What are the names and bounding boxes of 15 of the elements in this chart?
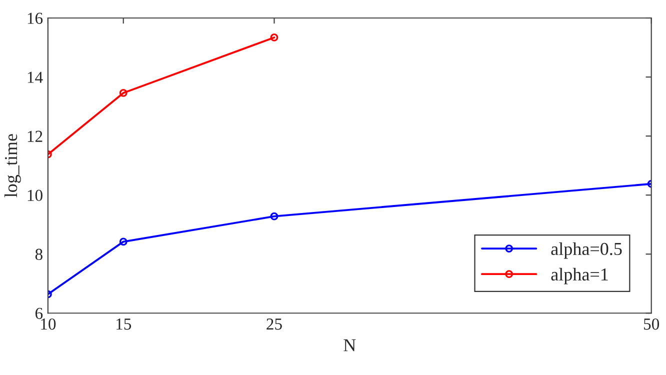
x-tick-label: 25 <box>266 318 282 330</box>
x-axis-title: N <box>344 339 356 352</box>
y-tick-label: 6 <box>35 308 43 320</box>
x-tick-label: 15 <box>116 318 132 330</box>
legend-label: alpha=0.5 <box>551 242 622 259</box>
y-tick-label: 16 <box>28 12 43 24</box>
y-tick-label: 14 <box>28 72 43 83</box>
point <box>270 34 278 42</box>
y-axis-title: log_time <box>4 134 21 198</box>
point <box>119 89 128 97</box>
y-tick-label: 12 <box>28 130 42 142</box>
y-tick-label: 8 <box>35 248 42 260</box>
y-tick-label: 10 <box>28 190 42 202</box>
x-tick-label: 50 <box>644 318 660 330</box>
legend-label: alpha=1 <box>551 268 608 284</box>
